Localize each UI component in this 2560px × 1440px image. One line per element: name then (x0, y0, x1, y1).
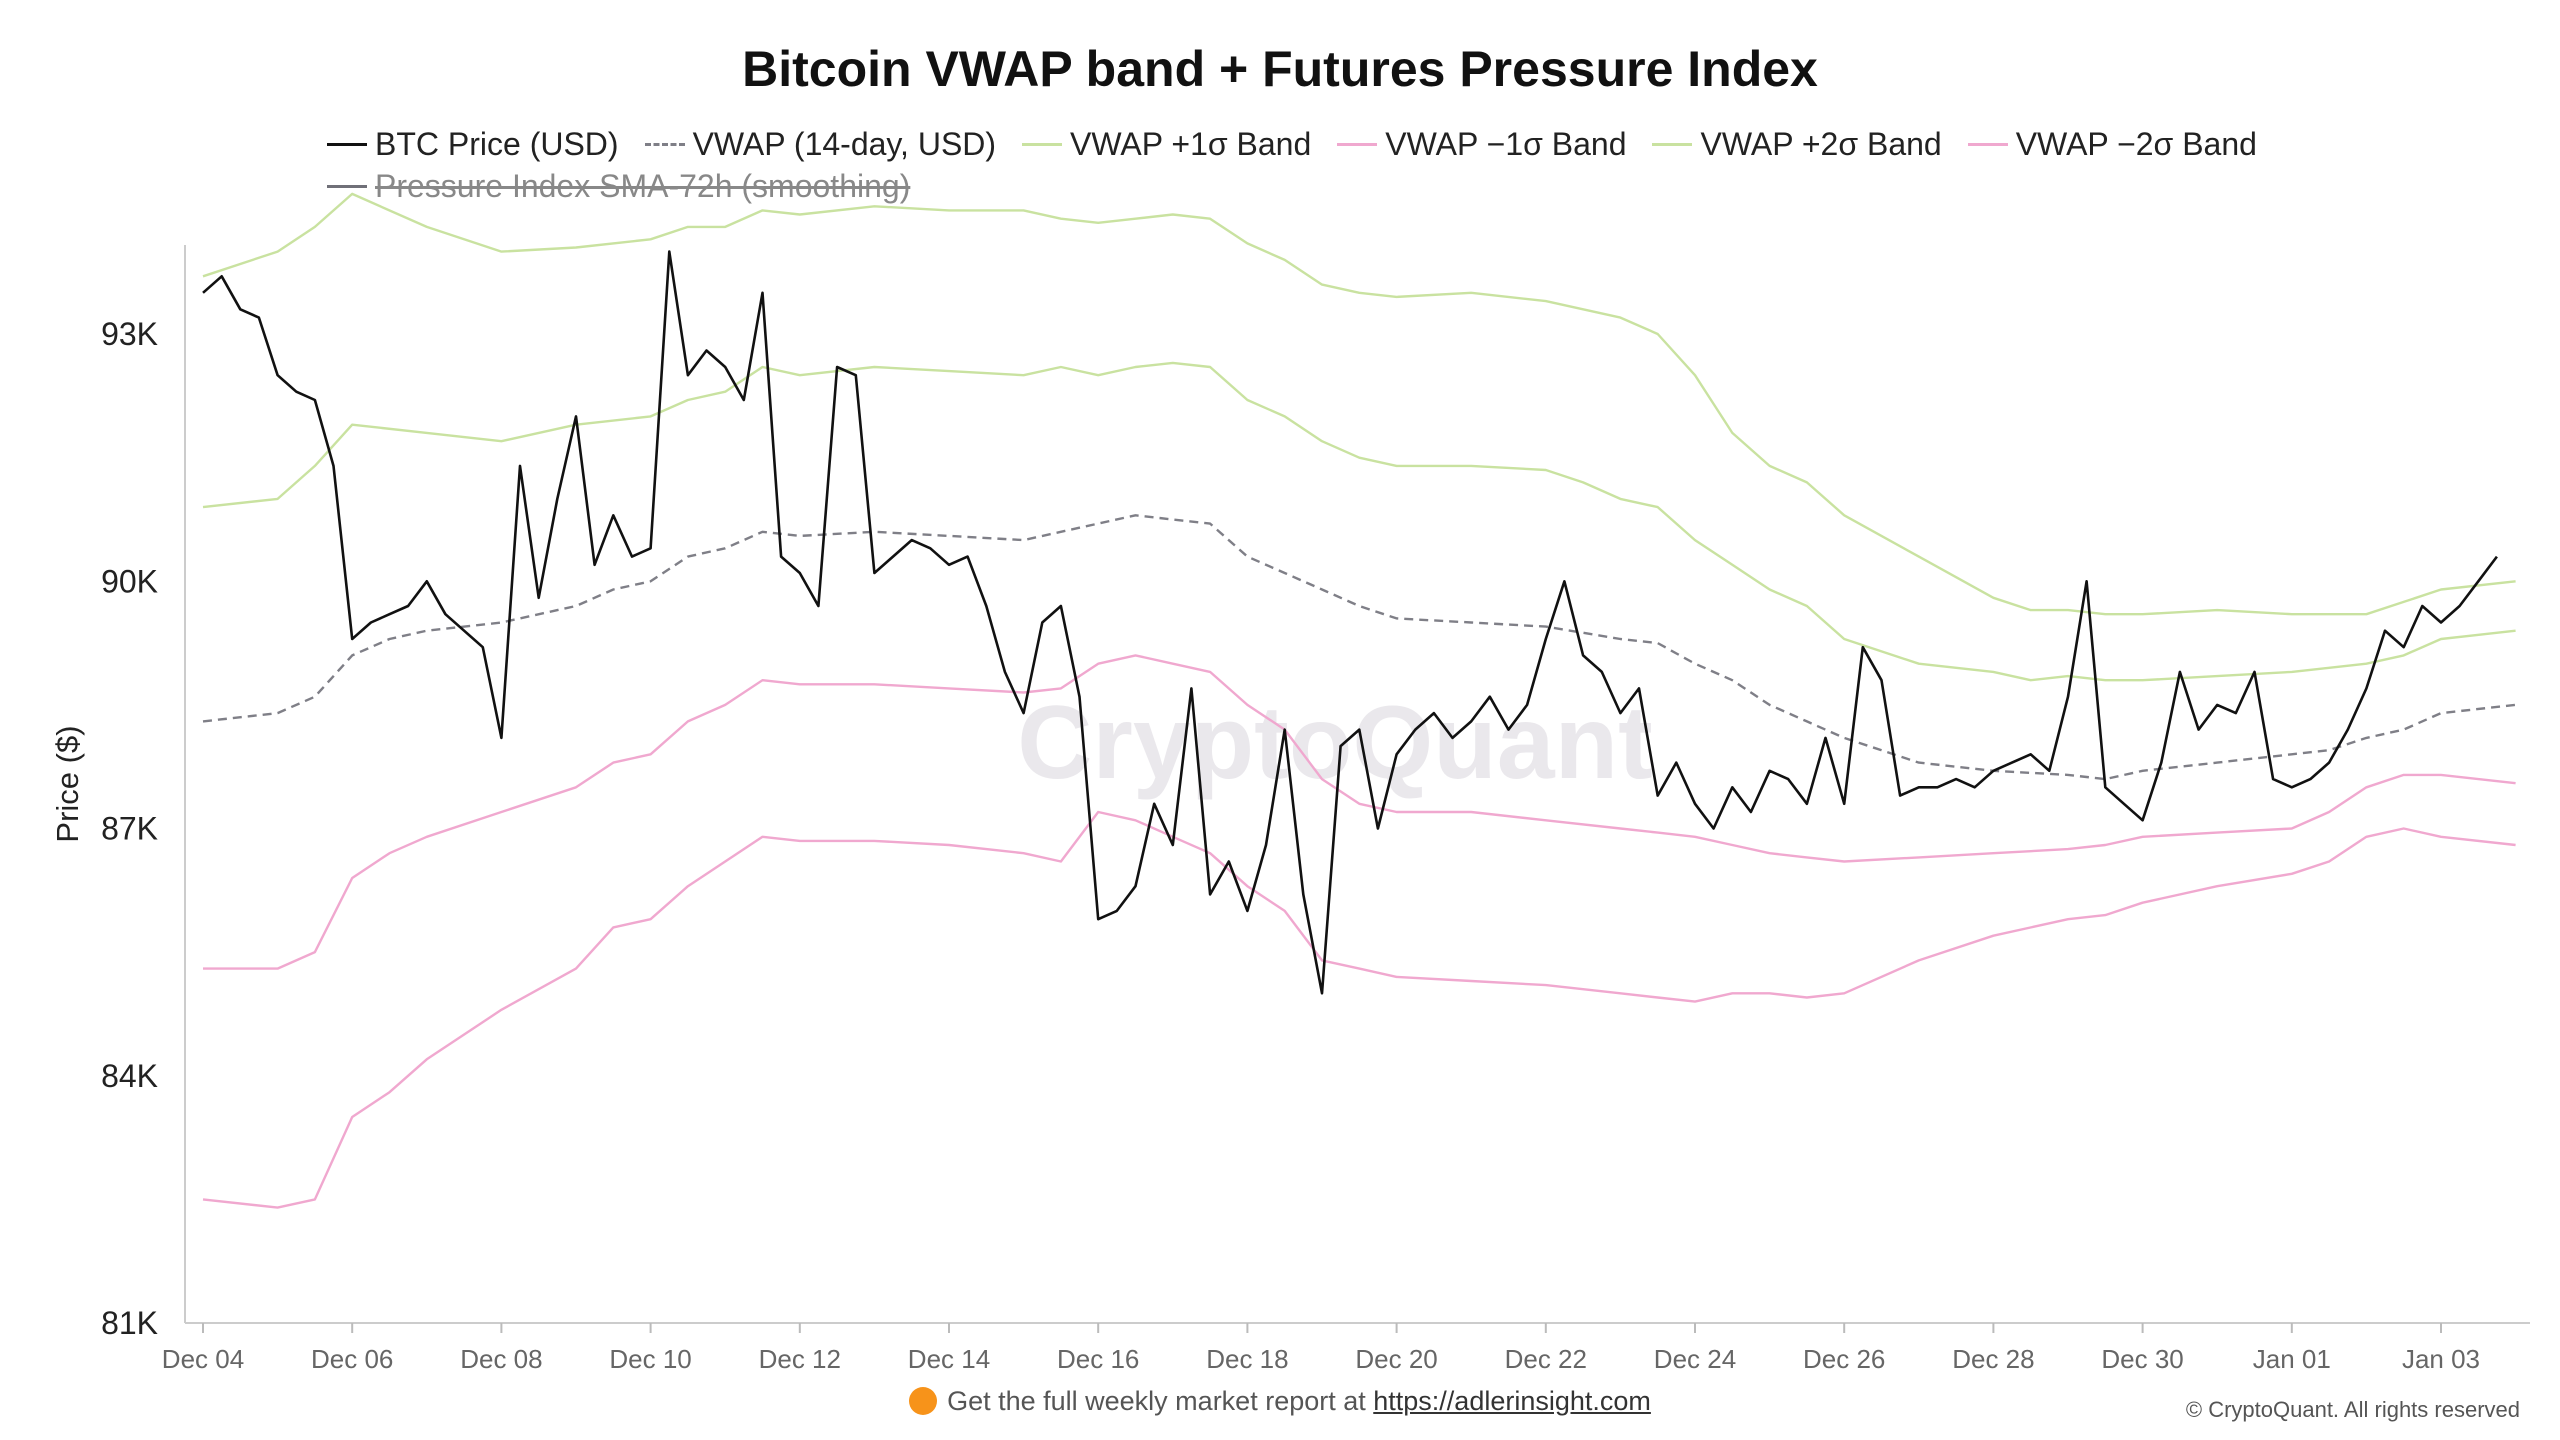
x-tick-label: Dec 08 (460, 1344, 542, 1374)
legend-row-2: Pressure Index SMA-72h (smoothing) (327, 168, 936, 205)
legend-swatch (327, 185, 367, 188)
x-tick-label: Dec 18 (1206, 1344, 1288, 1374)
series-line-0 (202, 250, 2498, 995)
x-tick-label: Dec 06 (311, 1344, 393, 1374)
x-tick-label: Dec 14 (908, 1344, 990, 1374)
x-tick-label: Dec 16 (1057, 1344, 1139, 1374)
legend-label: BTC Price (USD) (375, 126, 619, 162)
footer-link[interactable]: https://adlerinsight.com (1373, 1386, 1651, 1416)
legend-label: Pressure Index SMA-72h (smoothing) (375, 168, 911, 204)
legend-label: VWAP +2σ Band (1700, 126, 1942, 162)
x-tick-label: Jan 03 (2402, 1344, 2480, 1374)
legend-item-6[interactable]: Pressure Index SMA-72h (smoothing) (327, 168, 910, 205)
x-tick-label: Dec 20 (1355, 1344, 1437, 1374)
legend-swatch (1337, 143, 1378, 146)
legend-swatch (1022, 143, 1063, 146)
y-tick-label: 81K (101, 1305, 158, 1341)
series-line-2 (202, 361, 2516, 682)
legend-label: VWAP −1σ Band (1385, 126, 1627, 162)
x-axis-ticks: Dec 04 Dec 06 Dec 08 Dec 10 Dec 12 Dec 14 Dec … (162, 1323, 2480, 1374)
legend-item-3[interactable]: VWAP −1σ Band (1337, 126, 1626, 163)
series-line-5 (202, 810, 2516, 1209)
x-tick-label: Dec 24 (1654, 1344, 1736, 1374)
y-tick-label: 93K (101, 316, 158, 352)
legend-swatch (327, 143, 367, 146)
price-line-layer (202, 250, 2498, 995)
legend: BTC Price (USD) VWAP (14-day, USD) VWAP +1… (327, 126, 2283, 163)
x-tick-label: Dec 04 (162, 1344, 244, 1374)
legend-label: VWAP −2σ Band (2015, 126, 2257, 162)
series-line-1 (202, 514, 2516, 781)
legend-label: VWAP +1σ Band (1070, 126, 1312, 162)
legend-swatch (644, 143, 685, 146)
legend-label: VWAP (14-day, USD) (692, 126, 997, 162)
y-tick-label: 87K (101, 811, 158, 847)
x-tick-label: Dec 10 (609, 1344, 691, 1374)
footer-note: Get the full weekly market report at htt… (0, 1386, 2560, 1417)
watermark-text: CryptoQuant (1017, 685, 1653, 801)
x-tick-label: Dec 26 (1803, 1344, 1885, 1374)
x-tick-label: Dec 28 (1952, 1344, 2034, 1374)
orange-dot-icon (909, 1387, 938, 1415)
legend-item-2[interactable]: VWAP +1σ Band (1022, 126, 1311, 163)
legend-swatch (1967, 143, 2008, 146)
legend-item-0[interactable]: BTC Price (USD) (327, 126, 619, 163)
band-lines (202, 192, 2516, 1209)
series-line-3 (203, 654, 2516, 970)
footer-text: Get the full weekly market report at (947, 1386, 1374, 1416)
chart-title: Bitcoin VWAP band + Futures Pressure Ind… (742, 41, 1818, 97)
series-line-4 (202, 192, 2516, 616)
y-axis-ticks: 81K 84K 87K 90K 93K (101, 316, 158, 1341)
legend-item-1[interactable]: VWAP (14-day, USD) (644, 126, 997, 163)
x-tick-label: Dec 12 (759, 1344, 841, 1374)
legend-item-5[interactable]: VWAP −2σ Band (1967, 126, 2257, 163)
legend-swatch (1652, 143, 1693, 146)
x-tick-label: Jan 01 (2253, 1344, 2331, 1374)
y-axis-label: Price ($) (50, 725, 85, 842)
y-tick-label: 90K (101, 563, 158, 599)
legend-item-4[interactable]: VWAP +2σ Band (1652, 126, 1942, 163)
y-tick-label: 84K (101, 1058, 158, 1094)
copyright-text: © CryptoQuant. All rights reserved (2185, 1397, 2520, 1422)
x-tick-label: Dec 22 (1505, 1344, 1587, 1374)
x-tick-label: Dec 30 (2101, 1344, 2183, 1374)
